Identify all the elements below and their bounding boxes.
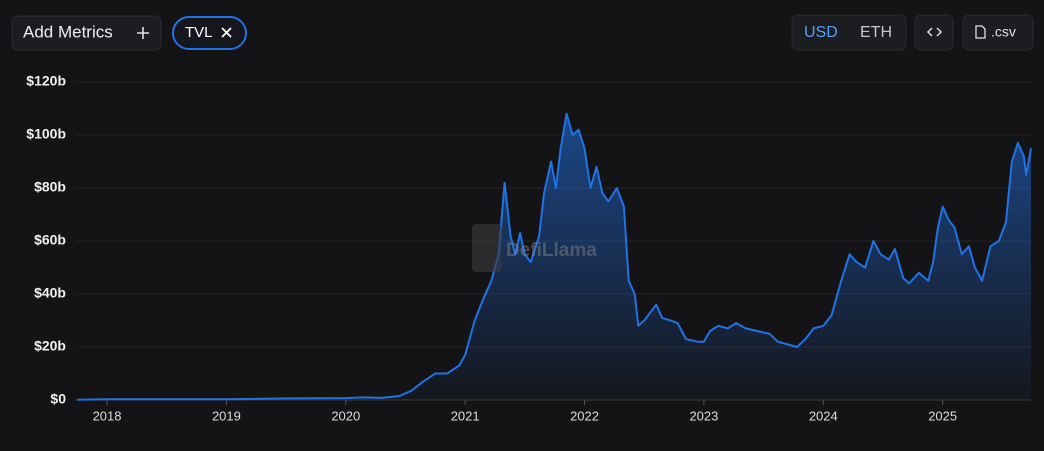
x-tick-label: 2023 (689, 408, 718, 423)
x-tick-label: 2021 (451, 408, 480, 423)
file-icon (975, 25, 986, 39)
plus-icon (137, 27, 149, 39)
csv-label: .csv (991, 24, 1016, 40)
embed-button[interactable] (914, 14, 954, 51)
close-icon[interactable] (221, 27, 232, 38)
y-tick-label: $120b (26, 73, 66, 89)
watermark: DefiLlama (506, 240, 597, 261)
currency-toggle (791, 14, 907, 51)
x-tick-label: 2022 (570, 408, 599, 423)
x-tick-label: 2020 (331, 408, 360, 423)
line (77, 112, 1032, 401)
x-tick-label: 2024 (809, 408, 838, 423)
plot: $0 $20b $40b $60b $80b $100b $120b 2018 2019 2020… (26, 73, 1032, 423)
x-tick-label: 2019 (212, 408, 241, 423)
watermark-logo (472, 224, 502, 272)
x-tick-label: 2018 (93, 408, 122, 423)
y-tick-label: $0 (50, 391, 66, 407)
usd-option[interactable]: USD (804, 24, 838, 41)
eth-option[interactable]: ETH (860, 24, 892, 41)
code-icon (926, 27, 943, 37)
tvl-chip[interactable] (172, 16, 247, 50)
area (77, 113, 1032, 401)
x-tick-label: 2025 (928, 408, 957, 423)
y-tick-label: $60b (34, 232, 66, 248)
tvl-chip-label: TVL (185, 24, 213, 41)
y-tick-label: $40b (34, 285, 66, 301)
y-tick-label: $20b (34, 338, 66, 354)
y-tick-label: $80b (34, 179, 66, 195)
csv-button[interactable] (962, 14, 1034, 51)
add-metrics-label: Add Metrics (23, 22, 113, 41)
y-tick-label: $100b (26, 126, 66, 142)
add-metrics-button[interactable] (11, 15, 162, 51)
